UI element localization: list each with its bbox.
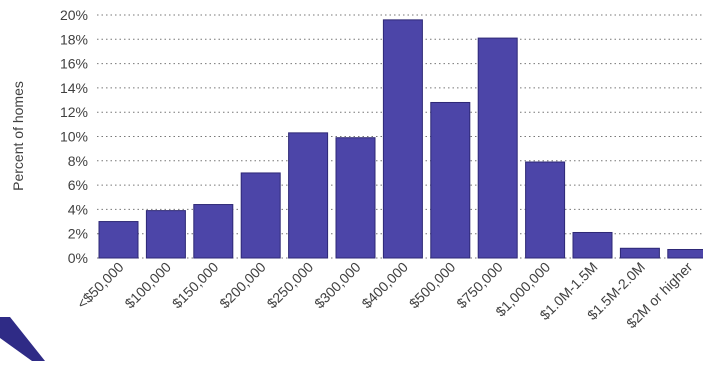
bar bbox=[667, 248, 703, 259]
bar bbox=[288, 132, 329, 259]
x-tick-label: $500,000 bbox=[406, 259, 459, 312]
y-tick-label: 16% bbox=[60, 56, 88, 72]
y-tick-label: 4% bbox=[68, 201, 88, 217]
bar bbox=[572, 231, 613, 259]
bars bbox=[98, 19, 703, 259]
y-tick-label: 0% bbox=[68, 250, 88, 266]
bar bbox=[477, 37, 518, 259]
bar bbox=[525, 161, 566, 259]
decorative-stripe bbox=[0, 317, 45, 361]
x-tick-label: $400,000 bbox=[358, 259, 411, 312]
y-axis-label: Percent of homes bbox=[10, 81, 26, 191]
x-tick-label: $100,000 bbox=[121, 259, 174, 312]
x-tick-label: $250,000 bbox=[264, 259, 317, 312]
bar bbox=[382, 19, 423, 259]
y-tick-label: 10% bbox=[60, 129, 88, 145]
bar bbox=[619, 247, 660, 259]
y-tick-label: 6% bbox=[68, 177, 88, 193]
bar bbox=[430, 101, 471, 259]
y-tick-label: 20% bbox=[60, 7, 88, 23]
bar bbox=[193, 204, 234, 259]
x-tick-label: <$50,000 bbox=[74, 259, 127, 312]
y-tick-label: 18% bbox=[60, 31, 88, 47]
bar bbox=[240, 172, 281, 259]
x-tick-label: $300,000 bbox=[311, 259, 364, 312]
y-axis-ticks: 0% 2% 4% 6% 8% 10% 12% 14% 16% 18% 20% bbox=[60, 7, 88, 266]
y-tick-label: 14% bbox=[60, 80, 88, 96]
y-tick-label: 2% bbox=[68, 226, 88, 242]
bar bbox=[145, 210, 186, 259]
bar bbox=[335, 137, 376, 259]
y-tick-label: 8% bbox=[68, 153, 88, 169]
bar bbox=[98, 221, 139, 259]
x-tick-label: $150,000 bbox=[169, 259, 222, 312]
y-tick-label: 12% bbox=[60, 104, 88, 120]
x-axis-ticks: <$50,000$100,000$150,000$200,000$250,000… bbox=[74, 259, 696, 332]
x-tick-label: $200,000 bbox=[216, 259, 269, 312]
